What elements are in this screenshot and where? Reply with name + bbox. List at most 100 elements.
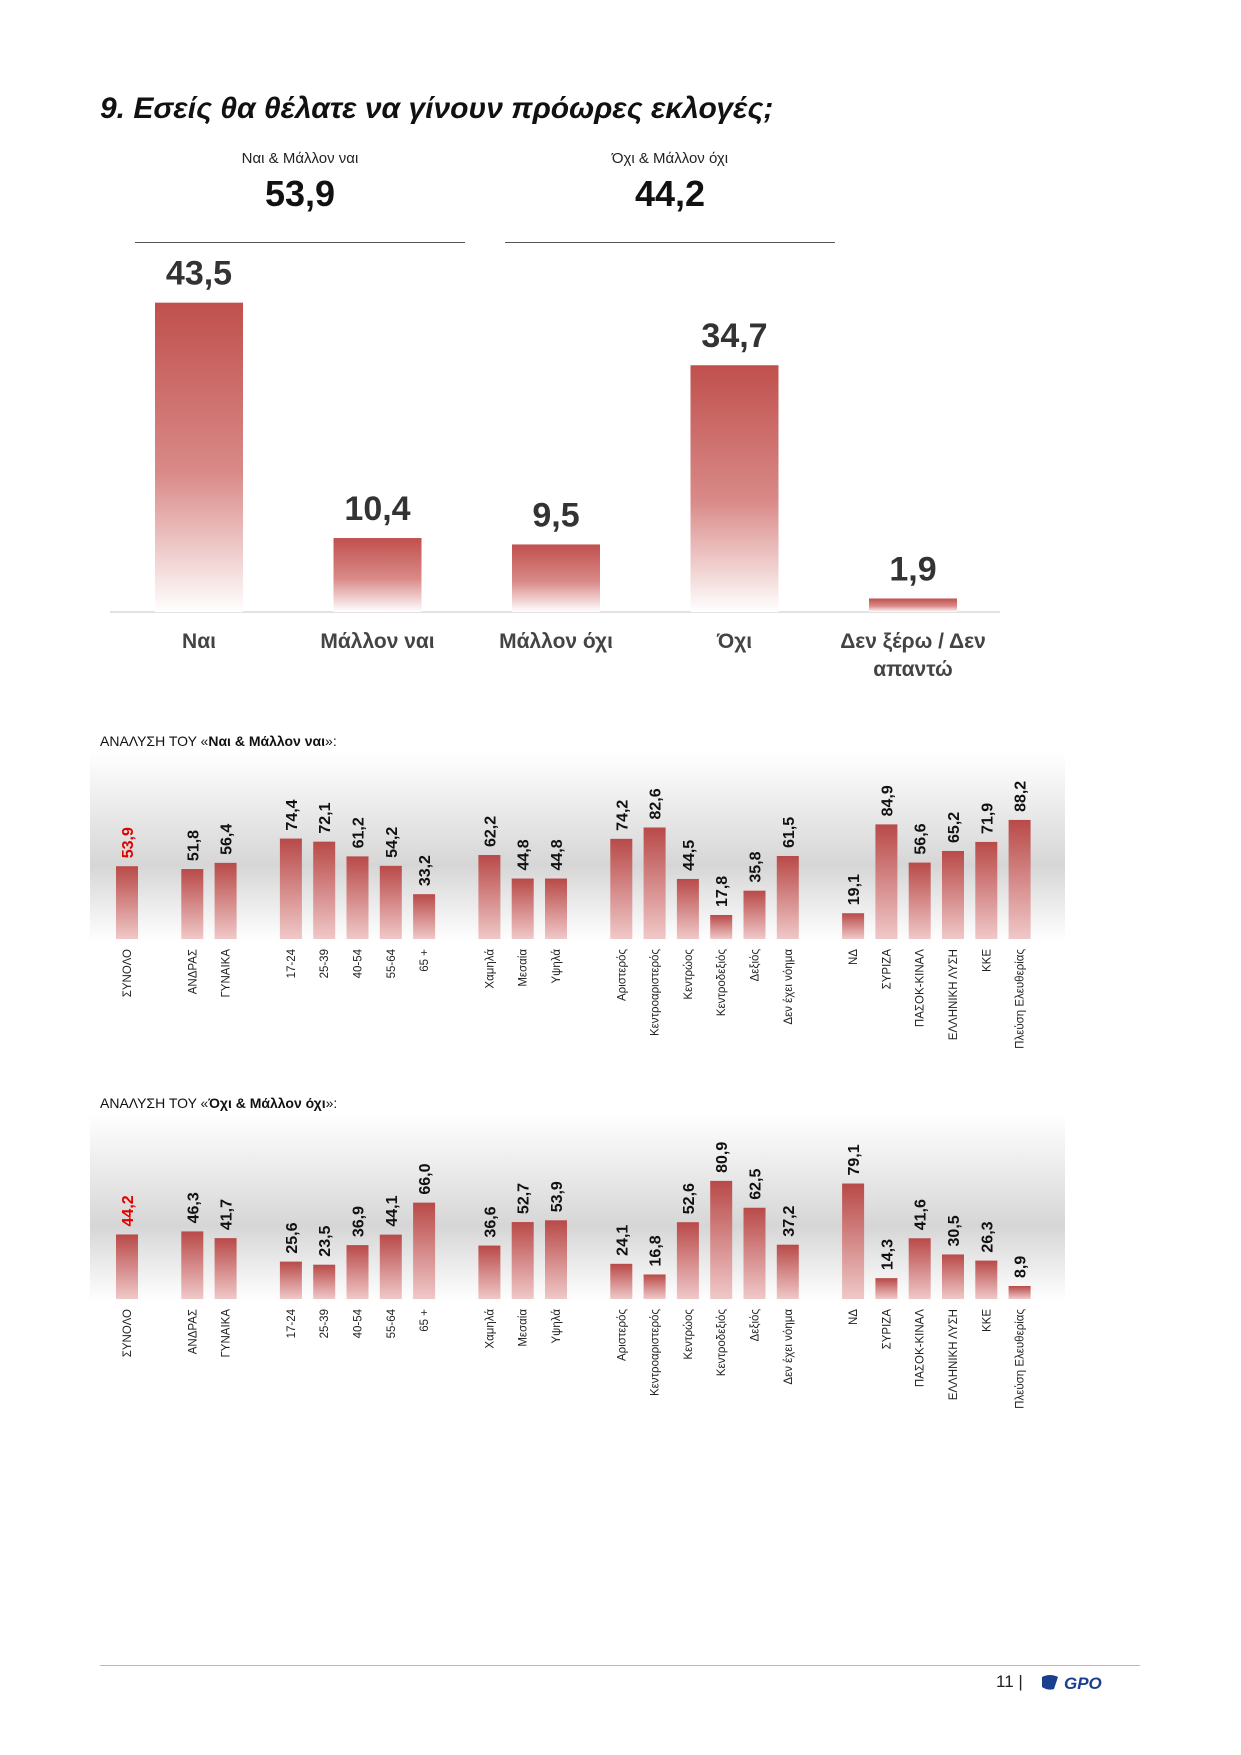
breakdown-bar [975, 1260, 998, 1299]
main-bar [512, 544, 600, 612]
breakdown-bar [643, 1274, 666, 1299]
breakdown-bar-value: 82,6 [648, 788, 665, 819]
breakdown-bar [346, 1245, 369, 1299]
breakdown-bar [610, 1263, 633, 1299]
breakdown-bar-value: 23,5 [317, 1225, 334, 1256]
summary-yes: Ναι & Μάλλον ναι 53,9 [135, 150, 465, 243]
breakdown-category-label: Κεντροαριστερός [650, 1309, 662, 1396]
breakdown-bar-value: 36,9 [351, 1206, 368, 1237]
breakdown-bar-value: 25,6 [284, 1222, 301, 1253]
breakdown-bar [413, 1202, 436, 1299]
breakdown-yes-chart: 53,9 ΣΥΝΟΛΟ 51,8 ΑΝΔΡΑΣ 56,4 ΓΥΝΑΙΚΑ 74,4 17-24… [90, 752, 1065, 1049]
breakdown-bar [942, 1254, 964, 1299]
breakdown-bar-value: 65,2 [946, 812, 963, 843]
breakdown-category-label: ΓΥΝΑΙΚΑ [221, 949, 233, 998]
breakdown-bar [1008, 819, 1031, 939]
breakdown-category-label: Μεσαία [518, 949, 530, 987]
main-bar-chart: 43,5 Ναι 10,4 Μάλλον ναι 9,5 Μάλλον όχι 34,7 Όχ… [110, 255, 1000, 681]
main-category-label: Όχι [716, 630, 752, 653]
breakdown-bar [181, 1231, 204, 1299]
breakdown-bar [908, 1238, 931, 1299]
breakdown-category-label: ΣΥΡΙΖΑ [881, 1309, 893, 1350]
breakdown-bar-value: 17,8 [714, 876, 731, 907]
breakdown-bar-value: 41,7 [219, 1199, 236, 1230]
breakdown-bar [545, 1220, 567, 1299]
breakdown-bar [511, 1222, 534, 1299]
breakdown-bar [379, 865, 402, 939]
breakdown-bar-value: 61,2 [351, 817, 368, 848]
breakdown-bar [743, 890, 766, 939]
breakdown-category-label: 25-39 [319, 949, 331, 978]
breakdown-bar [379, 1234, 402, 1299]
main-bar-value: 34,7 [701, 317, 767, 355]
breakdown-bar [214, 862, 237, 939]
breakdown-bar [116, 1234, 138, 1299]
breakdown-category-label: Πλεύση Ελευθερίας [1015, 1309, 1027, 1409]
breakdown-category-label: Υψηλά [551, 1309, 563, 1344]
breakdown-category-label: ΣΥΝΟΛΟ [122, 949, 134, 997]
breakdown-bar-value: 62,5 [748, 1169, 765, 1200]
main-bar [155, 302, 243, 612]
breakdown-bar-value: 88,2 [1013, 781, 1030, 812]
breakdown-yes-title-suffix: »: [325, 733, 337, 749]
breakdown-no-title: ΑΝΑΛΥΣΗ ΤΟΥ «Όχι & Μάλλον όχι»: [100, 1095, 337, 1111]
breakdown-bar [478, 1245, 501, 1299]
breakdown-bar [942, 850, 964, 939]
breakdown-category-label: Κεντροδεξιός [716, 949, 728, 1017]
breakdown-category-label: 65 + [419, 949, 431, 972]
breakdown-category-label: 25-39 [319, 1309, 331, 1338]
breakdown-bar [743, 1207, 766, 1299]
breakdown-bar [776, 855, 799, 939]
breakdown-bar [875, 1278, 898, 1299]
breakdown-bar [116, 866, 138, 939]
breakdown-bar-value: 54,2 [384, 827, 401, 858]
breakdown-bar-value: 84,9 [879, 785, 896, 816]
breakdown-category-label: Αριστερός [616, 949, 628, 1001]
breakdown-category-label: Δεξιός [750, 1309, 762, 1342]
breakdown-bar-value: 44,1 [384, 1195, 401, 1226]
main-bar [869, 598, 957, 612]
breakdown-bar-value: 72,1 [317, 802, 334, 833]
breakdown-bar [346, 856, 369, 939]
breakdown-bar [214, 1238, 237, 1299]
breakdown-category-label: Κεντρώος [683, 1309, 695, 1360]
breakdown-bar [776, 1244, 799, 1299]
breakdown-category-label: Δεν έχει νόημα [783, 949, 795, 1025]
breakdown-category-label: ΝΔ [848, 949, 860, 965]
breakdown-no-title-bold: Όχι & Μάλλον όχι [208, 1095, 326, 1111]
breakdown-bar [313, 1264, 336, 1299]
breakdown-category-label: Κεντρώος [683, 949, 695, 1000]
main-category-label: απαντώ [873, 658, 953, 681]
breakdown-category-label: ΓΥΝΑΙΚΑ [221, 1309, 233, 1358]
breakdown-bar [975, 841, 998, 939]
breakdown-bar [610, 838, 633, 939]
breakdown-bar-value: 44,5 [681, 840, 698, 871]
breakdown-bar-value: 74,2 [614, 800, 631, 831]
breakdown-category-label: Κεντροαριστερός [650, 949, 662, 1036]
breakdown-category-label: 17-24 [286, 1308, 298, 1338]
summary-yes-rule [135, 242, 465, 243]
breakdown-bar [279, 1261, 302, 1299]
summary-no: Όχι & Μάλλον όχι 44,2 [505, 150, 835, 243]
breakdown-category-label: Μεσαία [518, 1309, 530, 1347]
breakdown-category-label: Χαμηλά [484, 1309, 496, 1349]
breakdown-bar [545, 878, 567, 939]
breakdown-category-label: 55-64 [386, 948, 398, 978]
breakdown-bar-value: 30,5 [946, 1215, 963, 1246]
breakdown-bar-value: 16,8 [648, 1235, 665, 1266]
breakdown-bar-value: 53,9 [549, 1181, 566, 1212]
page-title: 9. Εσείς θα θέλατε να γίνουν πρόωρες εκλ… [100, 92, 774, 125]
breakdown-bar-value: 52,6 [681, 1183, 698, 1214]
breakdown-bar-value: 79,1 [846, 1144, 863, 1175]
breakdown-bar [478, 855, 501, 939]
breakdown-category-label: Αριστερός [616, 1309, 628, 1361]
summary-no-value: 44,2 [634, 173, 706, 214]
breakdown-category-label: ΑΝΔΡΑΣ [187, 1309, 199, 1354]
breakdown-bar-value: 14,3 [879, 1239, 896, 1270]
breakdown-no-title-prefix: ΑΝΑΛΥΣΗ ΤΟΥ « [100, 1095, 209, 1111]
breakdown-category-label: 65 + [419, 1309, 431, 1332]
breakdown-bar-value: 56,6 [913, 823, 930, 854]
main-bar-value: 43,5 [166, 255, 232, 293]
breakdown-no-chart: 44,2 ΣΥΝΟΛΟ 46,3 ΑΝΔΡΑΣ 41,7 ΓΥΝΑΙΚΑ 25,6 17-24… [90, 1114, 1065, 1409]
breakdown-bar [676, 878, 699, 939]
